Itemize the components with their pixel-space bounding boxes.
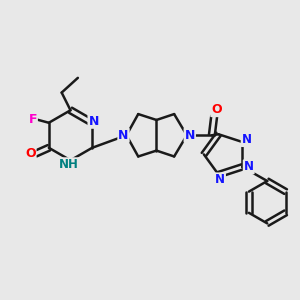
Text: O: O	[25, 147, 36, 160]
Text: NH: NH	[59, 158, 79, 171]
Text: O: O	[211, 103, 222, 116]
Text: N: N	[184, 129, 195, 142]
Text: N: N	[215, 173, 225, 186]
Text: N: N	[242, 133, 252, 146]
Text: N: N	[88, 115, 99, 128]
Text: N: N	[244, 160, 254, 173]
Text: N: N	[118, 129, 129, 142]
Text: F: F	[28, 113, 37, 126]
